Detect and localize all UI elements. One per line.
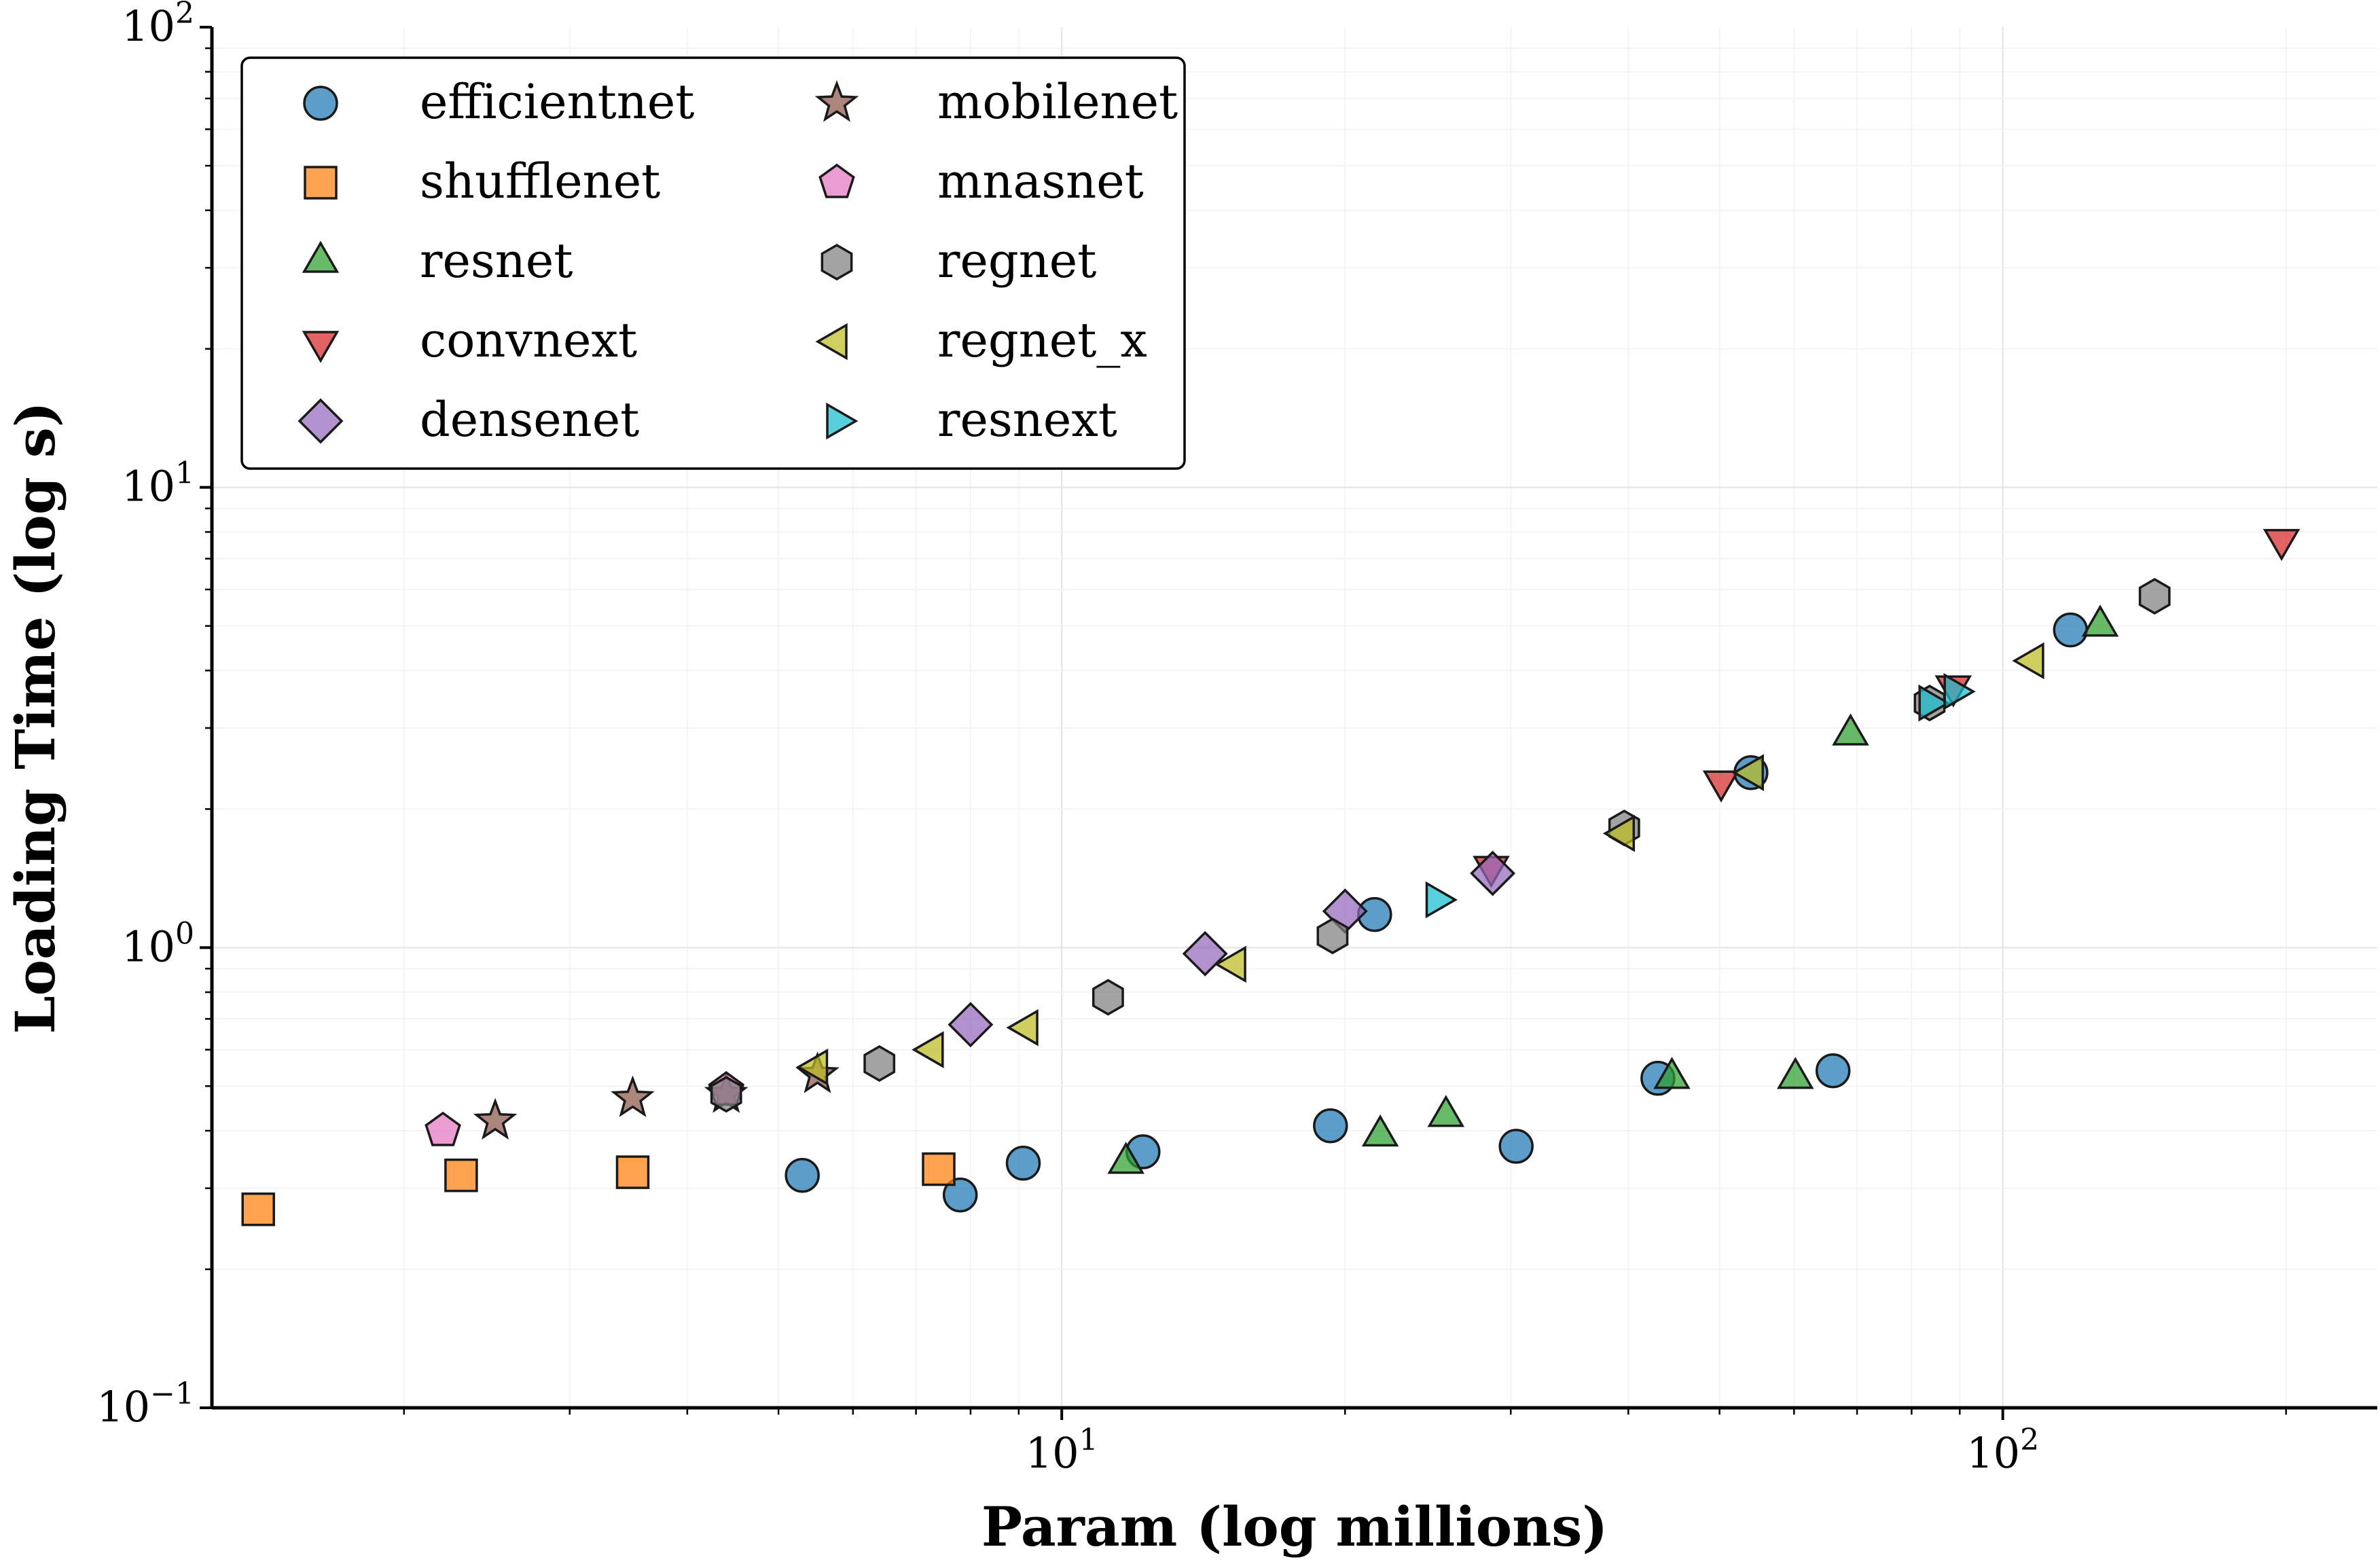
y-tick-label: 102	[122, 0, 194, 51]
data-point	[1107, 1142, 1144, 1174]
legend-entry-efficientnet: efficientnet	[303, 74, 694, 130]
data-point	[785, 1157, 820, 1193]
y-axis-title: Loading Time (log s)	[3, 401, 67, 1034]
data-point	[1815, 1053, 1851, 1089]
data-point	[796, 1049, 829, 1086]
legend-label: densenet	[420, 392, 639, 448]
data-point	[1731, 754, 1764, 791]
y-tick-label: 100	[122, 916, 194, 971]
data-point	[948, 1002, 994, 1048]
data-markers	[241, 528, 2301, 1226]
data-point	[1702, 770, 1740, 803]
data-point	[863, 1044, 896, 1083]
x-axis-title: Param (log millions)	[981, 1495, 1608, 1559]
series-resnet	[1107, 604, 2119, 1174]
data-point	[473, 1097, 518, 1140]
series-regnet-x	[796, 642, 2044, 1086]
legend-marker	[302, 331, 340, 363]
legend-label: regnet_x	[937, 312, 1147, 368]
legend-marker	[814, 80, 859, 122]
data-point	[1943, 673, 1976, 710]
legend-entry-resnet: resnet	[302, 233, 573, 289]
legend-entry-convnext: convnext	[302, 312, 637, 368]
legend-label: efficientnet	[420, 74, 694, 130]
data-point	[1602, 815, 1636, 852]
series-mnasnet	[425, 1071, 744, 1146]
data-point	[1316, 917, 1349, 955]
legend-entry-mnasnet: mnasnet	[818, 153, 1144, 209]
data-point	[710, 1076, 742, 1113]
data-point	[2262, 528, 2301, 562]
series-densenet	[948, 850, 1516, 1048]
series-mobilenet	[473, 1051, 840, 1140]
series-convnext	[1473, 528, 2301, 888]
legend-entry-mobilenet: mobilenet	[814, 74, 1178, 130]
legend-marker	[302, 240, 340, 273]
data-point	[922, 1152, 956, 1186]
legend-label: regnet	[937, 233, 1096, 289]
legend-label: shufflenet	[420, 153, 660, 209]
legend-entry-regnet-x: regnet_x	[815, 312, 1147, 368]
legend-marker	[303, 86, 338, 121]
data-point	[1214, 945, 1246, 983]
data-point	[1425, 881, 1458, 919]
legend: efficientnet shufflenet resnet convnext dens…	[240, 56, 1186, 470]
legend-label: mnasnet	[937, 153, 1144, 209]
legend-label: mobilenet	[937, 74, 1178, 130]
data-point	[942, 1177, 978, 1213]
data-point	[1361, 1114, 1399, 1147]
data-point	[2012, 642, 2044, 680]
legend-marker	[815, 323, 848, 361]
data-point	[241, 1192, 275, 1226]
axes	[210, 27, 2377, 1410]
data-point	[1006, 1008, 1039, 1047]
ticks: 101 102 10−1 100 101 102	[96, 0, 2287, 1478]
data-point	[1092, 979, 1124, 1016]
data-point	[1313, 1108, 1348, 1144]
data-point	[611, 1075, 655, 1118]
data-point	[1470, 850, 1516, 896]
data-point	[1427, 1095, 1465, 1127]
legend-marker	[821, 243, 853, 281]
legend-marker	[298, 398, 344, 444]
series-regnet	[710, 577, 2171, 1113]
series-resnext	[1425, 673, 1976, 919]
legend-label: resnet	[420, 233, 573, 289]
data-point	[2053, 612, 2089, 648]
legend-entry-densenet: densenet	[298, 392, 639, 448]
legend-marker	[826, 402, 859, 440]
legend-frame	[240, 56, 1186, 470]
data-point	[1653, 1057, 1691, 1089]
legend-entry-regnet: regnet	[821, 233, 1096, 289]
data-point	[2138, 577, 2171, 615]
legend-entry-resnext: resnext	[826, 392, 1117, 448]
data-point	[1777, 1057, 1814, 1089]
series-shufflenet	[241, 1152, 956, 1226]
data-point	[1498, 1129, 1534, 1164]
data-point	[425, 1111, 461, 1146]
data-point	[2081, 604, 2119, 637]
data-point	[615, 1155, 650, 1189]
x-tick-label: 101	[1026, 1423, 1098, 1478]
data-point	[444, 1158, 478, 1193]
y-tick-label: 10−1	[96, 1377, 194, 1432]
x-tick-label: 102	[1966, 1423, 2039, 1478]
data-point	[912, 1031, 944, 1068]
legend-marker	[304, 166, 338, 200]
y-tick-label: 101	[122, 456, 194, 511]
legend-entry-shufflenet: shufflenet	[304, 153, 660, 209]
legend-marker	[818, 163, 855, 198]
data-point	[1832, 713, 1869, 746]
data-point	[1918, 684, 1951, 722]
legend-label: resnext	[937, 392, 1117, 448]
legend-label: convnext	[420, 312, 637, 368]
data-point	[1005, 1146, 1041, 1181]
